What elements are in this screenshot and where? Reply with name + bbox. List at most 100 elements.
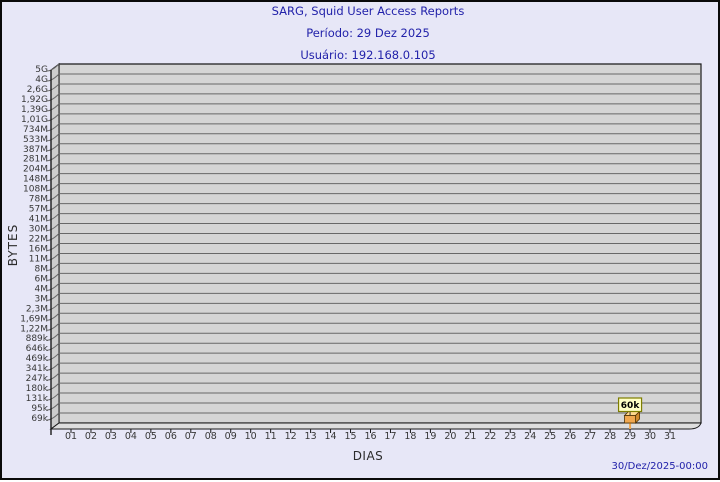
y-tick <box>46 163 60 172</box>
x-axis-tick-label: 23 <box>504 431 516 442</box>
x-axis-tick-label: 25 <box>544 431 556 442</box>
y-tick <box>46 243 60 251</box>
x-axis-tick-label: 02 <box>85 431 97 442</box>
y-tick <box>46 193 60 202</box>
x-axis-tick-label: 06 <box>165 431 177 442</box>
y-axis-tick-label: 180k <box>26 384 49 394</box>
x-axis-tick-label: 07 <box>185 431 197 442</box>
x-axis-tick-label: 14 <box>325 431 337 442</box>
y-tick <box>46 63 60 72</box>
report-timestamp: 30/Dez/2025-00:00 <box>611 461 708 472</box>
y-axis-tick-label: 30M <box>29 225 48 235</box>
y-axis-tick-label: 889k <box>26 334 49 344</box>
chart-title: SARG, Squid User Access Reports <box>271 4 465 18</box>
y-axis-tick-label: 22M <box>29 235 48 245</box>
y-axis-tick-label: 4M <box>35 284 49 294</box>
y-tick <box>46 143 60 152</box>
y-tick <box>46 302 60 311</box>
y-tick <box>46 372 60 381</box>
y-axis-tick-label: 57M <box>29 205 48 215</box>
x-axis-tick-label: 16 <box>364 431 376 442</box>
y-tick <box>46 83 60 92</box>
y-axis-tick-label: 247k <box>26 374 49 384</box>
x-axis-tick-label: 20 <box>444 431 456 442</box>
y-tick <box>46 213 60 222</box>
y-axis-tick-label: 734M <box>23 125 48 135</box>
y-tick <box>46 263 60 271</box>
value-callout-box <box>617 397 643 413</box>
y-axis-tick-label: 646k <box>26 344 49 354</box>
chart-title-block: SARG, Squid User Access Reports Período:… <box>8 4 720 61</box>
y-axis-tick-label: 2,3M <box>26 304 48 314</box>
y-axis-tick-label: 469k <box>26 354 49 364</box>
y-tick <box>46 223 60 232</box>
y-axis-tick-label: 2,6G <box>27 85 48 95</box>
y-axis-tick-label: 3M <box>35 294 49 304</box>
y-axis-title: BYTES <box>6 223 20 267</box>
y-axis-tick-label: 1,22M <box>20 324 48 334</box>
x-axis-tick-label: 08 <box>205 431 217 442</box>
y-tick <box>46 153 60 162</box>
y-tick <box>46 73 60 82</box>
y-axis-tick-label: 204M <box>23 165 48 175</box>
x-axis-tick-label: 05 <box>145 431 157 442</box>
y-tick <box>46 382 60 391</box>
x-axis-tick-label: 17 <box>384 431 396 442</box>
y-axis-tick-label: 281M <box>23 155 48 165</box>
y-tick <box>46 173 60 182</box>
y-axis-tick-label: 1,01G <box>21 115 48 125</box>
x-axis-tick-label: 12 <box>285 431 297 442</box>
y-tick <box>46 233 60 242</box>
y-tick <box>46 362 60 371</box>
y-axis-tick-label: 41M <box>29 215 48 225</box>
y-axis-tick-label: 8M <box>35 264 49 274</box>
x-axis-tick-label: 21 <box>464 431 476 442</box>
x-axis-tick-label: 24 <box>524 431 536 442</box>
y-axis-tick-label: 1,39G <box>21 105 48 115</box>
bar-front-face <box>624 415 636 424</box>
y-tick <box>46 412 60 421</box>
y-axis-tick-label: 1,92G <box>21 95 48 105</box>
chart-subtitle-period: Período: 29 Dez 2025 <box>306 26 430 40</box>
x-axis-tick-label: 19 <box>424 431 436 442</box>
y-axis-tick-label: 5G <box>35 65 48 75</box>
y-axis-tick-label: 16M <box>29 244 48 254</box>
y-tick <box>46 113 60 122</box>
y-axis-tick-label: 69k <box>31 414 48 424</box>
y-tick <box>46 273 60 281</box>
y-axis-tick-label: 148M <box>23 175 48 185</box>
x-axis-tick-label: 31 <box>664 431 676 442</box>
x-axis-tick-label: 09 <box>225 431 237 442</box>
x-axis-tick-label: 15 <box>344 431 356 442</box>
x-axis-tick-label: 30 <box>644 431 656 442</box>
y-tick <box>46 352 60 361</box>
x-axis-title: DIAS <box>352 449 384 463</box>
y-tick <box>46 123 60 132</box>
y-axis-tick-label: 131k <box>26 394 49 404</box>
x-axis-tick-label: 01 <box>65 431 77 442</box>
y-axis-tick-label: 108M <box>23 185 48 195</box>
x-axis-tick-label: 10 <box>245 431 257 442</box>
x-axis-tick-label: 18 <box>404 431 416 442</box>
y-axis-tick-label: 341k <box>26 364 49 374</box>
y-axis-tick-label: 78M <box>29 195 48 205</box>
y-axis-tick-label: 1,69M <box>20 314 48 324</box>
plot-floor-3d <box>49 422 702 430</box>
y-tick <box>46 183 60 192</box>
y-tick <box>46 292 60 301</box>
y-tick <box>46 133 60 142</box>
y-axis-tick-label: 4G <box>35 75 48 85</box>
y-axis-tick-label: 533M <box>23 135 48 145</box>
x-axis-tick-label: 26 <box>564 431 576 442</box>
x-axis-tick-label: 27 <box>584 431 596 442</box>
y-tick <box>46 283 60 291</box>
x-axis-tick-label: 04 <box>125 431 137 442</box>
y-tick <box>46 203 60 212</box>
y-tick <box>46 253 60 261</box>
bar-day-29 <box>617 397 643 429</box>
y-axis-tick-label: 6M <box>35 274 49 284</box>
y-tick <box>46 312 60 321</box>
y-tick <box>46 332 60 341</box>
